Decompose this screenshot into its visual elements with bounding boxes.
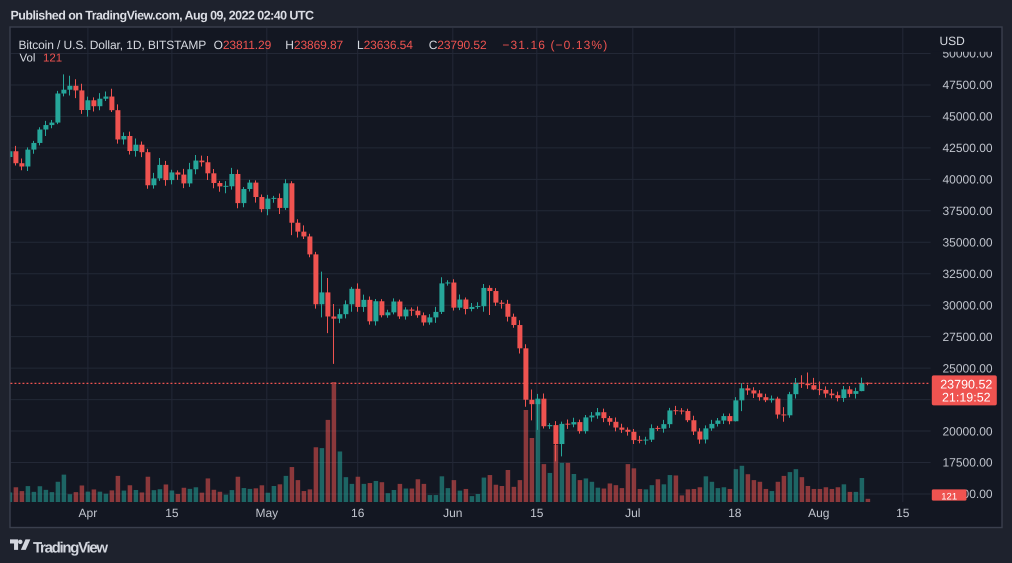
svg-text:15: 15 [530, 506, 544, 520]
svg-text:16: 16 [351, 506, 365, 520]
svg-text:15: 15 [165, 506, 179, 520]
svg-text:30000.00: 30000.00 [943, 298, 993, 312]
svg-text:20000.00: 20000.00 [943, 424, 993, 438]
svg-text:37500.00: 37500.00 [943, 204, 993, 218]
svg-text:40000.00: 40000.00 [943, 173, 993, 187]
svg-text:TradingView: TradingView [33, 540, 108, 557]
svg-text:25000.00: 25000.00 [943, 361, 993, 375]
svg-text:121: 121 [43, 52, 62, 64]
svg-text:18: 18 [728, 506, 742, 520]
svg-text:47500.00: 47500.00 [943, 78, 993, 92]
svg-text:45000.00: 45000.00 [943, 110, 993, 124]
svg-text:May: May [255, 506, 278, 520]
svg-text:Aug: Aug [808, 506, 829, 520]
svg-text:Bitcoin / U.S. Dollar, 1D, BIT: Bitcoin / U.S. Dollar, 1D, BITSTAMP [19, 38, 207, 52]
svg-text:USD: USD [940, 34, 966, 48]
svg-text:15: 15 [896, 506, 910, 520]
svg-text:Published on TradingView.com,: Published on TradingView.com, Aug 09, 20… [11, 8, 314, 22]
svg-text:35000.00: 35000.00 [943, 235, 993, 249]
svg-text:Vol: Vol [20, 52, 36, 64]
svg-text:23790.52: 23790.52 [940, 378, 992, 392]
svg-text:Jul: Jul [625, 506, 640, 520]
svg-text:Apr: Apr [79, 506, 98, 520]
svg-text:17500.00: 17500.00 [943, 456, 993, 470]
svg-text:121: 121 [941, 492, 957, 503]
svg-text:32500.00: 32500.00 [943, 267, 993, 281]
svg-text:42500.00: 42500.00 [943, 141, 993, 155]
svg-text:27500.00: 27500.00 [943, 330, 993, 344]
svg-text:21:19:52: 21:19:52 [942, 391, 991, 405]
svg-text:Jun: Jun [443, 506, 462, 520]
